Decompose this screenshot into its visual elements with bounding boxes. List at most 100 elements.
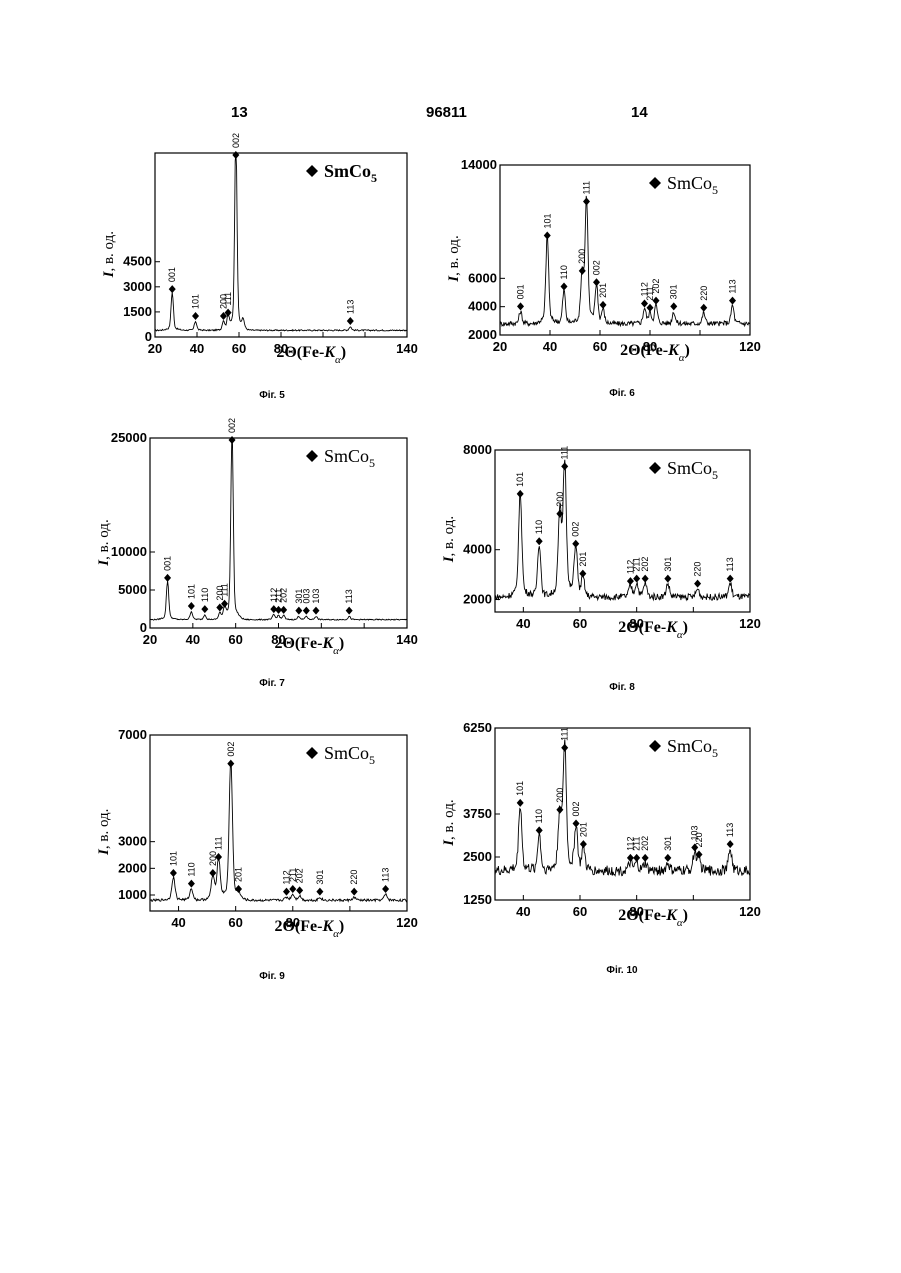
page-number-left: 13: [231, 104, 248, 121]
peak-marker: [283, 888, 290, 896]
peak-index-label: 111: [560, 727, 570, 741]
y-tick-label: 0: [145, 329, 152, 344]
peak-marker: [295, 607, 302, 615]
peak-marker: [727, 840, 734, 848]
peak-index-label: 001: [516, 284, 526, 299]
x-tick-label: 140: [396, 632, 418, 647]
peak-index-label: 301: [315, 870, 325, 885]
page-number-right: 14: [631, 104, 648, 121]
peak-index-label: 111: [214, 836, 224, 850]
y-tick-label: 2500: [463, 849, 492, 864]
x-axis-label: 2Θ(Fe-Kα): [274, 918, 344, 940]
peak-marker: [316, 888, 323, 896]
y-tick-label: 6250: [463, 720, 492, 735]
peak-marker: [170, 869, 177, 877]
x-tick-label: 60: [228, 915, 242, 930]
peak-marker: [517, 799, 524, 807]
peak-index-label: 113: [728, 279, 738, 293]
y-tick-label: 2000: [118, 860, 147, 875]
peak-marker: [664, 854, 671, 862]
peak-marker: [727, 575, 734, 583]
peak-index-label: 202: [279, 588, 289, 603]
peak-index-label: 101: [542, 213, 552, 228]
x-axis-label: 2Θ(Fe-Kα): [274, 635, 344, 657]
diffraction-trace: [500, 196, 750, 326]
peak-index-label: 113: [345, 300, 355, 314]
y-tick-label: 5000: [118, 582, 147, 597]
peak-marker: [164, 574, 171, 582]
legend-label: SmCo5: [667, 173, 718, 197]
peak-marker: [544, 232, 551, 240]
y-axis-label: I, в. од.: [101, 231, 117, 278]
chart-fig-7: 2040608014005000100002500000110111020011…: [100, 428, 420, 668]
peak-marker: [229, 436, 236, 444]
peak-marker: [347, 317, 354, 325]
peak-marker: [642, 575, 649, 583]
legend-label: SmCo5: [667, 736, 718, 760]
x-axis-label: 2Θ(Fe-Kα): [618, 907, 688, 929]
peak-marker: [232, 151, 239, 159]
x-tick-label: 120: [396, 915, 418, 930]
y-tick-label: 3000: [118, 834, 147, 849]
x-tick-label: 60: [573, 616, 587, 631]
caption-fig-6: Фіг. 6: [582, 388, 662, 399]
chart-fig-5: 2040608014001500300045000011012001110021…: [100, 148, 420, 378]
peak-marker: [579, 570, 586, 578]
x-tick-label: 40: [543, 339, 557, 354]
peak-marker: [280, 606, 287, 614]
caption-fig-8: Фіг. 8: [582, 682, 662, 693]
peak-index-label: 113: [344, 589, 354, 603]
legend-label: SmCo5: [667, 458, 718, 482]
peak-marker: [561, 744, 568, 752]
peak-index-label: 003: [301, 589, 311, 604]
y-tick-label: 25000: [111, 430, 147, 445]
x-tick-label: 60: [228, 632, 242, 647]
peak-index-label: 202: [640, 836, 650, 851]
peak-marker: [627, 854, 634, 862]
y-tick-label: 6000: [468, 270, 497, 285]
peak-marker: [633, 575, 640, 583]
y-tick-label: 2000: [463, 592, 492, 607]
peak-marker: [556, 806, 563, 814]
peak-index-label: 201: [578, 822, 588, 837]
caption-fig-9: Фіг. 9: [232, 971, 312, 982]
peak-marker: [579, 267, 586, 275]
peak-index-label: 113: [725, 557, 735, 571]
caption-fig-7: Фіг. 7: [232, 678, 312, 689]
peak-marker: [670, 302, 677, 310]
peak-index-label: 200: [555, 788, 565, 803]
peak-index-label: 202: [640, 557, 650, 572]
x-tick-label: 40: [171, 915, 185, 930]
peak-marker: [572, 540, 579, 548]
peak-index-label: 220: [693, 562, 703, 577]
peak-marker: [382, 885, 389, 893]
legend-marker: [306, 165, 318, 177]
x-axis-label: 2Θ(Fe-Kα): [620, 342, 690, 364]
peak-marker: [169, 285, 176, 293]
x-axis-label: 2Θ(Fe-Kα): [618, 619, 688, 641]
x-tick-label: 60: [593, 339, 607, 354]
legend-label: SmCo5: [324, 161, 377, 185]
peak-marker: [188, 880, 195, 888]
patent-number: 96811: [426, 104, 467, 121]
y-axis-label: I, в. од.: [96, 809, 112, 856]
y-tick-label: 4000: [463, 542, 492, 557]
peak-index-label: 201: [234, 867, 244, 882]
peak-index-label: 002: [571, 801, 581, 816]
peak-index-label: 301: [669, 284, 679, 299]
caption-fig-5: Фіг. 5: [232, 390, 312, 401]
y-tick-label: 2000: [468, 327, 497, 342]
peak-index-label: 111: [220, 583, 230, 597]
legend-marker: [649, 740, 661, 752]
peak-marker: [561, 283, 568, 291]
x-tick-label: 120: [739, 616, 761, 631]
y-tick-label: 4000: [468, 299, 497, 314]
peak-marker: [235, 885, 242, 893]
x-tick-label: 60: [573, 904, 587, 919]
chart-fig-6: 2040608012020004000600014000001101110200…: [445, 155, 765, 385]
peak-index-label: 101: [515, 781, 525, 796]
peak-index-label: 002: [226, 742, 236, 757]
peak-marker: [296, 886, 303, 894]
x-tick-label: 40: [190, 341, 204, 356]
peak-marker: [633, 854, 640, 862]
